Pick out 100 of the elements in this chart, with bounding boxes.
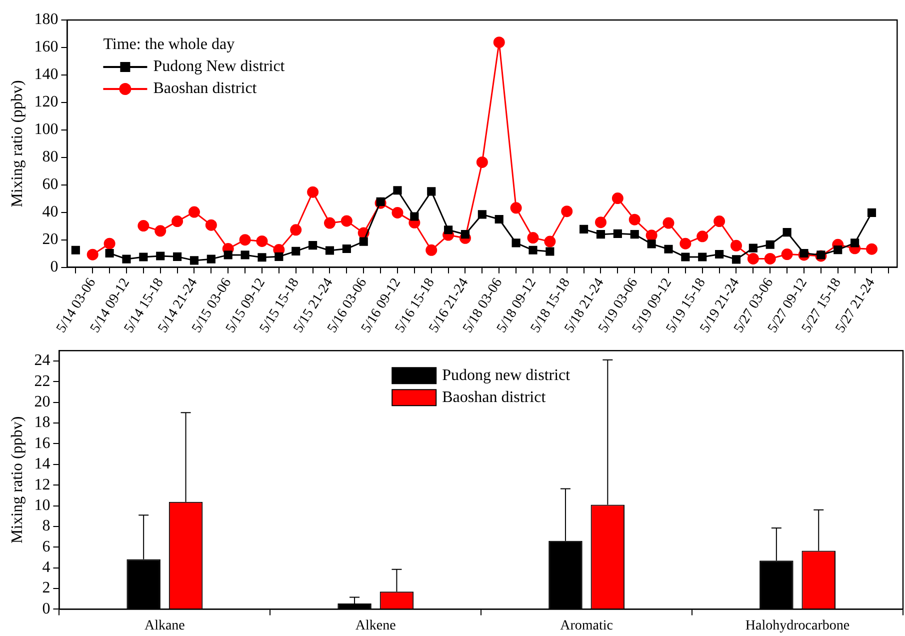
point [71,246,80,254]
point [732,255,741,264]
point [393,186,402,195]
point [154,225,166,237]
legend-label: Baoshan district [442,388,546,406]
point [173,252,182,261]
point [766,240,774,249]
y-tick-label: 4 [42,559,50,576]
point [325,246,334,255]
point [580,224,588,234]
point [290,224,302,236]
point [104,238,116,250]
point [714,216,726,228]
point [782,228,792,237]
y-tick-label: 20 [42,231,58,248]
point [681,252,690,262]
point [307,186,319,198]
point [613,229,622,238]
y-axis-title: Mixing ratio (ppbv) [8,416,26,544]
point [561,206,573,218]
y-tick-label: 8 [42,518,50,535]
point [122,254,131,264]
legend-title: Time: the whole day [103,36,235,54]
point [596,230,606,239]
y-tick-label: 24 [34,352,50,370]
y-tick-label: 60 [42,176,58,194]
y-tick-label: 14 [34,456,50,473]
point [359,237,368,246]
point [478,210,486,219]
y-tick-label: 120 [34,94,58,111]
point [866,243,878,255]
legend-label: Pudong new district [442,366,571,384]
point [646,230,658,242]
point [630,230,639,239]
x-tick-label: Halohydrocarbone [745,618,850,634]
point [308,241,318,250]
point [834,246,842,254]
y-tick-label: 6 [42,538,50,556]
point [764,252,776,264]
y-tick-label: 180 [34,11,58,28]
point [105,248,114,258]
y-tick-label: 2 [42,580,50,597]
point [867,208,876,217]
point [274,252,284,261]
point [612,192,624,204]
point [190,256,199,265]
point [376,197,385,206]
point [546,247,554,256]
point [715,250,724,259]
point [680,238,692,250]
point [426,244,438,256]
point [816,250,826,260]
point [748,244,758,252]
point [512,238,520,248]
point [476,156,488,168]
point [410,212,419,221]
point [527,232,539,244]
point [647,240,656,248]
y-tick-label: 40 [42,204,58,221]
point [258,253,266,262]
point [747,252,759,264]
point [494,214,504,224]
y-tick-label: 12 [34,476,50,494]
point [594,216,606,228]
y-tick-label: 160 [34,38,58,56]
point [239,234,251,246]
point [493,36,505,48]
y-tick-label: 0 [50,258,58,276]
y-axis-title: Mixing ratio (ppbv) [8,80,26,208]
point [156,252,165,260]
point [427,187,436,196]
point [850,238,860,248]
legend-label: Pudong New district [153,58,286,76]
point [139,252,148,262]
y-tick-label: 22 [34,372,50,390]
point [205,219,217,231]
point [206,254,216,264]
x-tick-label: Alkane [144,618,185,634]
point [696,230,708,242]
point [510,202,522,214]
point [138,220,150,232]
y-tick-label: 80 [42,148,58,166]
point [86,248,98,260]
y-tick-label: 20 [34,394,50,411]
point [698,252,707,262]
point [528,246,538,254]
point [628,214,640,226]
y-tick-label: 100 [34,121,58,138]
point [544,236,556,248]
point [730,240,742,252]
point [781,248,793,260]
point [324,217,336,229]
point [292,246,300,256]
point [188,206,200,218]
x-tick-label: Aromatic [560,618,614,634]
y-tick-label: 140 [34,66,58,84]
point [662,217,674,229]
point [342,244,351,254]
point [256,235,268,247]
point [800,248,808,258]
